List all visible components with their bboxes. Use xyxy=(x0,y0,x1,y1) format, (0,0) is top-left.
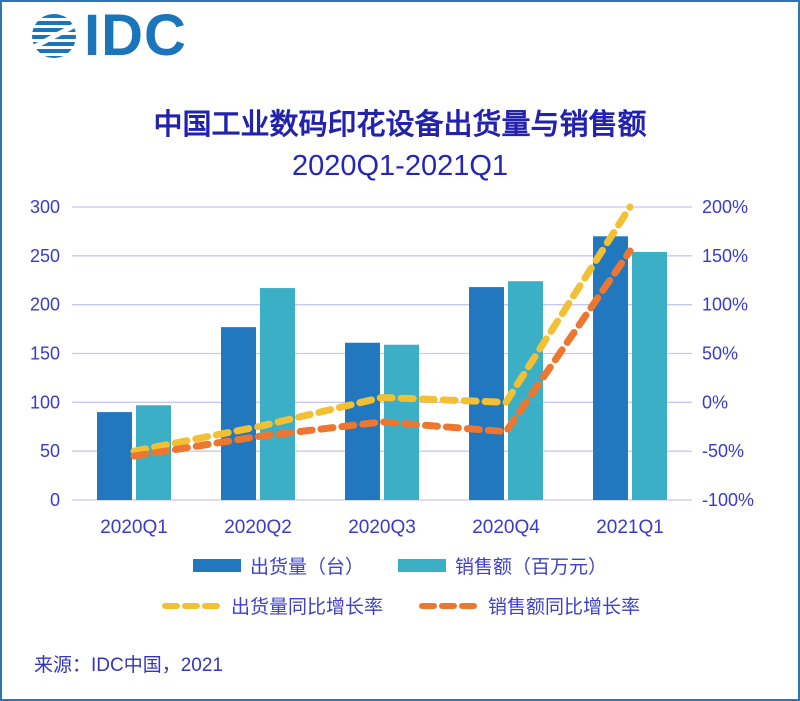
legend-item-shipments: 出货量（台） xyxy=(192,552,364,579)
legend-dash-icon-shipment-growth xyxy=(161,602,220,609)
right-axis-tick-label: 0% xyxy=(702,392,728,412)
chart-subtitle: 2020Q1-2021Q1 xyxy=(291,150,509,182)
line-sales-growth xyxy=(130,247,634,460)
line-shipment-growth xyxy=(130,203,634,455)
combo-chart-canvas: 0 50 100 150 200 250 300 -100% -50% 0% 50% 100% 150%… xyxy=(30,197,754,538)
bar-sales-2021Q1 xyxy=(632,251,667,500)
title-block: 中国工业数码印花设备出货量与销售额 2020Q1-2021Q1 xyxy=(2,101,798,183)
bar-shipments-2020Q1 xyxy=(97,412,132,500)
bar-shipments-2021Q1 xyxy=(593,236,628,501)
left-axis-tick-label: 50 xyxy=(40,441,60,461)
chart-legend: 出货量（台） 销售额（百万元） 出货量同比增长率 销售额同比增长率 xyxy=(2,552,798,632)
legend-label-sales: 销售额（百万元） xyxy=(455,557,608,578)
right-axis-tick-label: 150% xyxy=(702,246,748,266)
legend-row-bars: 出货量（台） 销售额（百万元） xyxy=(2,552,798,579)
legend-label-sales-growth: 销售额同比增长率 xyxy=(488,597,641,618)
legend-label-shipment-growth: 出货量同比增长率 xyxy=(230,597,383,618)
x-axis-label: 2021Q1 xyxy=(596,517,664,538)
legend-swatch-sales xyxy=(398,559,446,572)
right-axis-tick-label: 50% xyxy=(702,344,738,364)
x-axis-label: 2020Q1 xyxy=(100,517,168,538)
left-axis-tick-label: 200 xyxy=(30,295,60,315)
x-axis-label: 2020Q4 xyxy=(472,517,540,538)
right-axis-tick-label: -50% xyxy=(702,441,744,461)
legend-item-sales: 销售额（百万元） xyxy=(398,552,607,579)
x-axis-label: 2020Q2 xyxy=(224,517,292,538)
bar-sales-2020Q2 xyxy=(260,288,295,500)
legend-item-shipment-growth: 出货量同比增长率 xyxy=(160,592,383,619)
left-axis-tick-label: 250 xyxy=(30,246,60,266)
right-axis-tick-label: -100% xyxy=(702,490,754,510)
left-axis-tick-label: 150 xyxy=(30,344,60,364)
right-axis-tick-label: 100% xyxy=(702,295,748,315)
legend-row-lines: 出货量同比增长率 销售额同比增长率 xyxy=(2,592,798,619)
left-axis-tick-label: 0 xyxy=(50,490,60,510)
idc-logo: IDC xyxy=(32,3,187,68)
chart-title: 中国工业数码印花设备出货量与销售额 xyxy=(153,109,647,141)
right-axis-tick-label: 200% xyxy=(702,197,748,217)
left-axis-tick-label: 100 xyxy=(30,392,60,412)
bar-shipments-2020Q2 xyxy=(221,327,256,500)
idc-globe-icon xyxy=(32,14,76,58)
idc-logo-text: IDC xyxy=(84,3,187,68)
legend-swatch-shipments xyxy=(192,559,241,572)
x-axis-label: 2020Q3 xyxy=(348,517,416,538)
source-note: 来源：IDC中国，2021 xyxy=(34,655,223,676)
bar-shipments-2020Q4 xyxy=(469,287,504,500)
left-axis-tick-label: 300 xyxy=(30,197,60,217)
legend-dash-icon-sales-growth xyxy=(419,602,477,609)
legend-item-sales-growth: 销售额同比增长率 xyxy=(417,592,640,619)
legend-label-shipments: 出货量（台） xyxy=(249,557,364,578)
